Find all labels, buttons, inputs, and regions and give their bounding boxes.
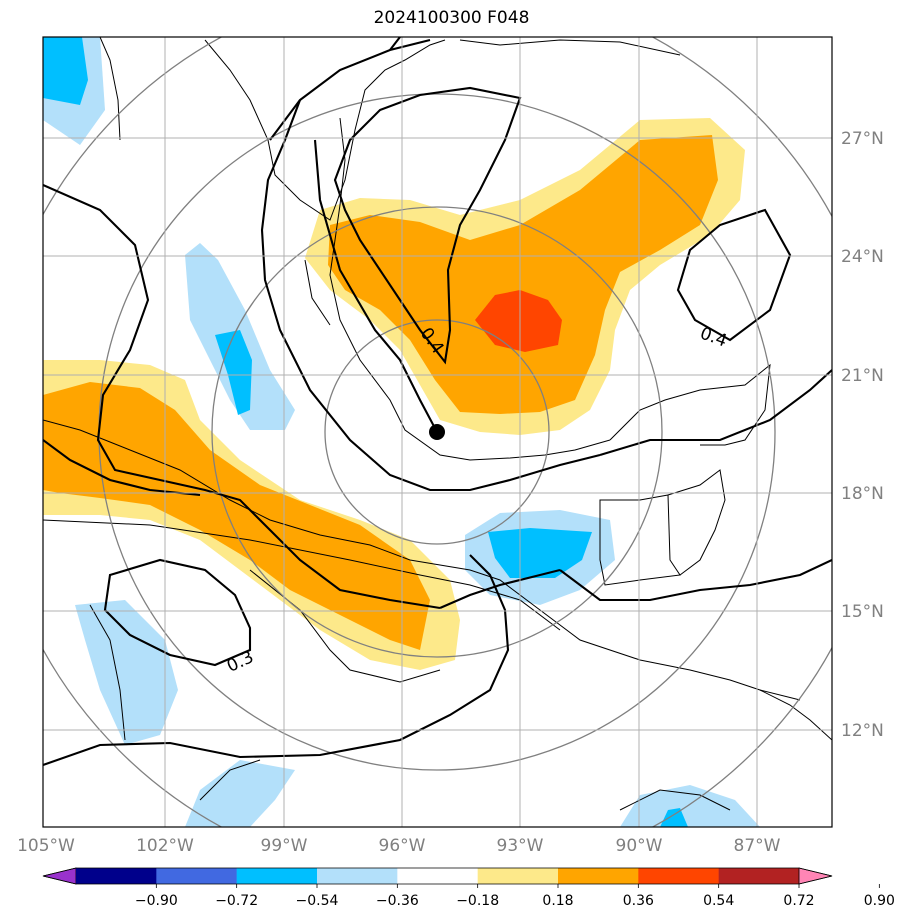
map-title: 2024100300 F048 [373,8,530,28]
lat-label: 18°N [841,484,884,504]
colorbar-extend-high [798,867,833,885]
colorbar-box [236,868,318,884]
colorbar-label: −0.72 [215,893,258,909]
colorbar-label: 0.72 [783,893,814,909]
lat-label: 24°N [841,247,884,267]
colorbar-box [156,868,237,884]
colorbar-box [317,868,398,884]
map-frame [42,36,833,828]
lon-label: 87°W [734,836,781,856]
storm-center-dot [429,424,445,440]
colorbar-outline [42,867,833,885]
colorbar-box [718,868,800,884]
lat-label: 15°N [841,602,884,622]
lon-label: 93°W [497,836,544,856]
lat-label: 27°N [841,129,884,149]
lon-label: 105°W [17,836,75,856]
contour-label-3: 0.3 [224,647,257,677]
colorbar: −0.90 −0.72 −0.54 −0.36 −0.18 0.18 0.36 0.54 0.7… [42,867,895,909]
colorbar-box [638,868,719,884]
colorbar-label: −0.36 [376,893,419,909]
colorbar-box [558,868,639,884]
colorbar-extend-low [42,867,77,885]
lon-label: 102°W [136,836,194,856]
positive-anomaly-medium [43,135,718,650]
colorbar-label: −0.54 [296,893,339,909]
colorbar-label: 0.18 [542,893,573,909]
latitude-labels: 27°N 24°N 21°N 18°N 15°N 12°N [841,129,884,741]
lon-label: 99°W [261,836,308,856]
positive-anomaly-strong [475,290,562,352]
map-area: 0.4 0.4 0.3 [43,37,832,827]
lon-label: 90°W [616,836,663,856]
contour-label-2: 0.4 [697,323,729,351]
contour-lines [43,37,832,766]
colorbar-box [397,868,478,884]
coastlines [43,37,832,811]
colorbar-label: 0.54 [703,893,734,909]
lat-label: 12°N [841,721,884,741]
lon-label: 96°W [379,836,426,856]
longitude-labels: 105°W 102°W 99°W 96°W 93°W 90°W 87°W [17,836,781,856]
colorbar-box [76,868,157,884]
colorbar-box [477,868,559,884]
colorbar-label: −0.18 [456,893,499,909]
colorbar-label: 0.36 [623,893,654,909]
negative-anomaly-medium [43,37,688,827]
colorbar-label: −0.90 [135,893,178,909]
lat-label: 21°N [841,366,884,386]
graticule [43,37,832,827]
colorbar-label: 0.90 [864,893,895,909]
